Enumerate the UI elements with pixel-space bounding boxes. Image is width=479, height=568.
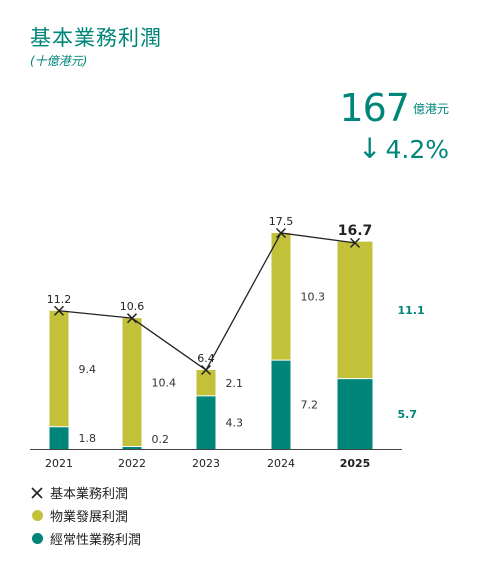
label-2025-recurring: 5.7 — [398, 408, 418, 421]
x-tick-2022: 2022 — [118, 457, 146, 470]
x-tick-2023: 2023 — [192, 457, 220, 470]
legend-swatch-property — [31, 510, 43, 521]
bar-2021-recurring — [49, 426, 69, 449]
total-label-2022: 10.6 — [120, 300, 145, 313]
label-2022-property: 10.4 — [152, 376, 177, 389]
x-tick-2024: 2024 — [267, 457, 295, 470]
chart-title: 基本業務利潤 — [30, 26, 162, 50]
kpi-block: 167 億港元 — [339, 86, 449, 130]
x-tick-2021: 2021 — [45, 457, 73, 470]
total-marker-2022 — [126, 313, 138, 324]
legend-swatch-recurring — [31, 533, 43, 544]
label-2024-recurring: 7.2 — [301, 399, 319, 412]
total-label-2025: 16.7 — [338, 223, 373, 239]
chart-subtitle: (十億港元) — [30, 54, 88, 68]
total-marker-2024 — [275, 227, 287, 239]
label-2023-property: 2.1 — [226, 377, 244, 390]
label-2022-recurring: 0.2 — [152, 433, 170, 446]
bar-2022-property — [122, 318, 142, 447]
legend: 基本業務利潤 物業發展利潤 經常性業務利潤 — [30, 481, 141, 550]
total-label-2021: 11.2 — [47, 293, 72, 306]
label-2021-property: 9.4 — [79, 363, 97, 376]
kpi-change: ↓ 4.2% — [358, 132, 449, 165]
total-marker-2025 — [349, 237, 361, 248]
legend-label-property: 物業發展利潤 — [50, 510, 129, 525]
label-2021-recurring: 1.8 — [79, 432, 97, 445]
legend-label-total: 基本業務利潤 — [50, 487, 129, 502]
legend-item-total: 基本業務利潤 — [30, 481, 141, 504]
bar-2024-property — [271, 233, 291, 361]
bar-2025-property — [337, 241, 373, 379]
legend-item-recurring: 經常性業務利潤 — [30, 527, 141, 550]
bar-2024-recurring — [271, 360, 291, 449]
total-marker-2023 — [200, 364, 212, 376]
bar-2025-recurring — [337, 378, 373, 449]
total-label-2023: 6.4 — [197, 352, 215, 365]
total-label-2024: 17.5 — [269, 215, 294, 228]
x-tick-2025: 2025 — [340, 457, 371, 470]
bar-2022-recurring — [122, 446, 142, 449]
total-marker-2021 — [53, 305, 65, 316]
bar-2021-property — [49, 310, 69, 427]
label-2023-recurring: 4.3 — [226, 416, 244, 429]
kpi-value: 167 — [339, 86, 410, 130]
label-2025-property: 11.1 — [398, 304, 425, 317]
bar-2023-property — [196, 370, 216, 396]
legend-item-property: 物業發展利潤 — [30, 504, 141, 527]
label-2024-property: 10.3 — [301, 291, 326, 304]
legend-label-recurring: 經常性業務利潤 — [50, 533, 142, 548]
down-arrow-icon: ↓ — [358, 132, 382, 165]
cross-icon — [30, 486, 44, 500]
kpi-unit: 億港元 — [412, 102, 449, 116]
bar-2023-recurring — [196, 395, 216, 449]
kpi-change-value: 4.2% — [385, 135, 449, 164]
